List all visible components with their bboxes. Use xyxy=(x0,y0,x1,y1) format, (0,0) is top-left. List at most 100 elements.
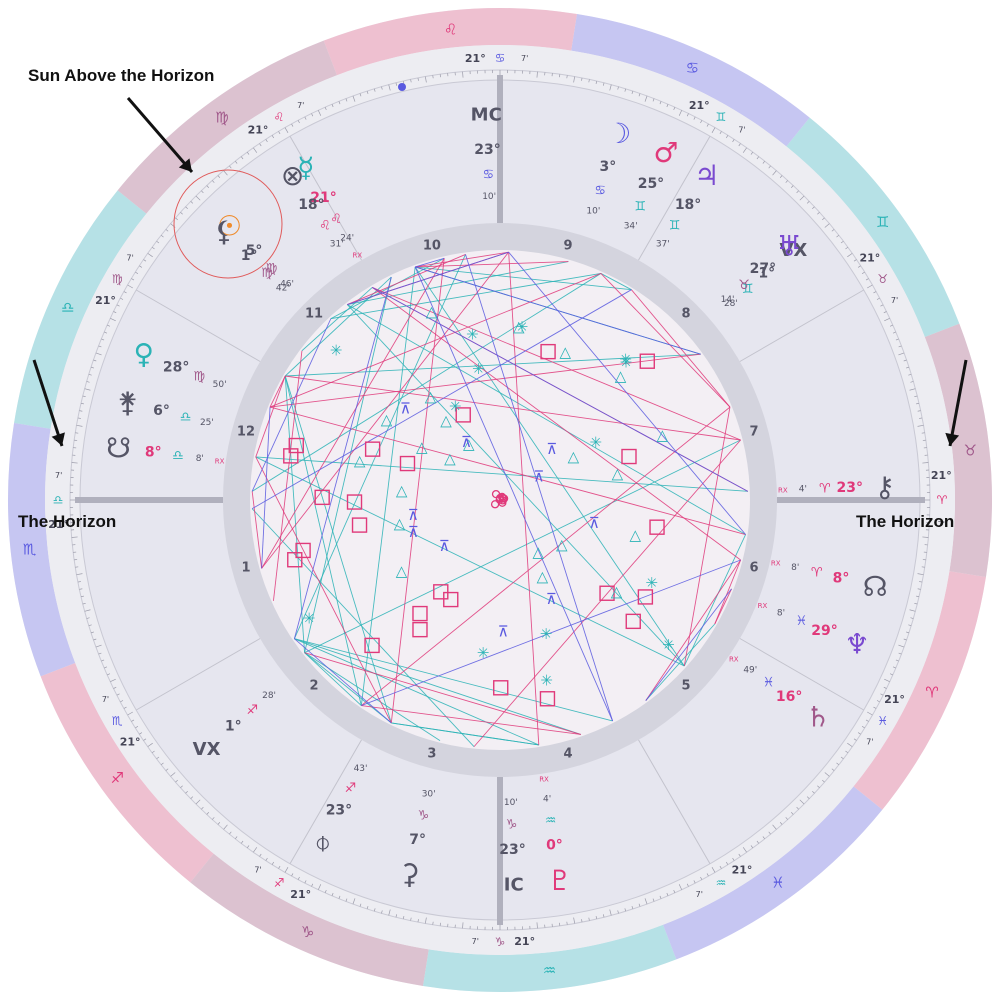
degree-tick xyxy=(910,617,914,619)
sun-annotation-arrow-shaft xyxy=(126,97,194,173)
degree-tick xyxy=(98,652,102,655)
degree-tick xyxy=(84,609,91,612)
degree-tick xyxy=(101,338,105,341)
quincunx-aspect: ⊼ xyxy=(461,433,472,451)
venus-minute: 50' xyxy=(213,380,227,390)
trine-aspect: △ xyxy=(657,426,669,444)
quincunx-aspect: ⊼ xyxy=(546,440,557,458)
degree-tick xyxy=(338,895,341,899)
trine-aspect: △ xyxy=(394,515,406,533)
venus-sign: ♍ xyxy=(193,369,205,384)
degree-tick xyxy=(831,768,835,771)
degree-tick xyxy=(624,908,627,912)
degree-tick xyxy=(922,462,929,464)
house-number-11: 11 xyxy=(305,307,323,322)
square-aspect xyxy=(539,691,556,707)
aspect-line-teal xyxy=(294,638,539,746)
southnode-glyph: ☋ xyxy=(106,431,131,464)
degree-tick xyxy=(732,139,735,143)
aspect-line-blue xyxy=(415,266,701,355)
aspect-line-blue xyxy=(251,318,332,492)
planet-jupiter: ♃ 18° ♊ 37' xyxy=(656,159,720,250)
degree-tick xyxy=(836,762,840,766)
sign-band-aquarius xyxy=(423,924,677,992)
aspect-line-teal xyxy=(284,375,306,653)
degree-tick xyxy=(107,673,111,676)
vertex-minute: 28' xyxy=(724,299,738,309)
juno-glyph: ⚵ xyxy=(117,386,138,419)
sextile-aspect: ✳ xyxy=(620,354,633,372)
jupiter-glyph: ♃ xyxy=(694,159,719,192)
degree-tick xyxy=(822,779,825,783)
degree-tick xyxy=(212,817,215,820)
aspect-line-blue xyxy=(645,588,732,701)
degree-tick xyxy=(609,84,612,91)
degree-tick xyxy=(229,831,232,835)
aspect-grid: △△△△△△ △△△△△△△ △△△△△△△△△✳✳✳✳✳✳✳✳✳✳✳✳✳✳⊼⊼⊼⊼… xyxy=(251,251,749,747)
trine-aspect: △ xyxy=(556,536,568,554)
cusp-degree: 21° xyxy=(859,251,880,264)
cusp-sign-glyph: ♈ xyxy=(937,493,948,507)
fortune-degree: 23° xyxy=(326,803,352,819)
house-number-4: 4 xyxy=(564,747,573,762)
sun-minute: 46' xyxy=(280,279,294,289)
degree-tick xyxy=(883,686,887,689)
degree-tick xyxy=(304,116,307,120)
degree-tick xyxy=(644,95,648,102)
degree-tick xyxy=(324,889,327,893)
degree-tick xyxy=(861,725,865,729)
degree-tick xyxy=(919,417,923,419)
sextile-aspect: ✳ xyxy=(540,625,553,643)
degree-tick xyxy=(98,345,102,348)
degree-tick xyxy=(796,190,799,194)
degree-tick xyxy=(217,175,221,178)
quincunx-aspect: ⊼ xyxy=(439,537,450,555)
cusp-sign-glyph: ♓ xyxy=(877,714,888,728)
house-cusp xyxy=(739,638,864,711)
lilith-degree: 1° xyxy=(241,248,258,264)
sign-glyph-scorpio: ♏ xyxy=(23,540,37,558)
degree-tick xyxy=(90,366,95,369)
degree-tick xyxy=(278,131,281,135)
aspect-line-teal xyxy=(255,456,685,667)
planet-ic: IC 23° ♑ 10' xyxy=(499,798,525,895)
degree-tick xyxy=(160,762,164,766)
horizon-right-arrow-shaft xyxy=(948,359,968,447)
degree-tick xyxy=(151,750,155,754)
sextile-aspect: ✳ xyxy=(619,350,632,368)
cusp-labels: 21°♎7'21°♏7'21°♐7'21°♑7'21°♒7'21°♓7'21°♈… xyxy=(48,51,951,949)
fortune-glyph: ⌽ xyxy=(314,825,331,858)
ceres-glyph: ⚳ xyxy=(399,858,420,891)
degree-tick xyxy=(588,917,590,921)
degree-tick xyxy=(84,388,91,391)
ic-degree: 23° xyxy=(499,842,525,858)
degree-tick xyxy=(156,756,160,760)
quincunx-aspect: ⊼ xyxy=(400,400,411,418)
aspect-line-blue xyxy=(372,287,749,492)
aspect-line-red xyxy=(683,407,731,667)
mc-minute: 10' xyxy=(482,192,496,202)
degree-tick xyxy=(278,865,281,869)
degree-tick xyxy=(223,824,228,830)
degree-tick xyxy=(867,284,873,289)
sign-band-scorpio xyxy=(7,423,76,677)
southnode-retrograde: RX xyxy=(215,458,225,466)
sun-highlight-circle xyxy=(173,169,283,279)
house-number-7: 7 xyxy=(750,424,759,439)
trine-aspect: △ xyxy=(611,582,623,600)
degree-tick xyxy=(388,909,391,916)
degree-tick xyxy=(768,831,771,835)
square-aspect xyxy=(625,613,641,630)
square-aspect xyxy=(621,448,637,465)
ic-minute: 10' xyxy=(504,798,518,808)
degree-tick xyxy=(700,120,703,124)
aspect-line-teal xyxy=(600,273,632,291)
degree-tick xyxy=(147,253,153,258)
venus-glyph: ♀ xyxy=(133,338,154,371)
conjunction-mark xyxy=(497,492,507,502)
degree-tick xyxy=(711,127,716,133)
conjunction-mark xyxy=(498,496,507,505)
degree-tick xyxy=(90,631,95,634)
